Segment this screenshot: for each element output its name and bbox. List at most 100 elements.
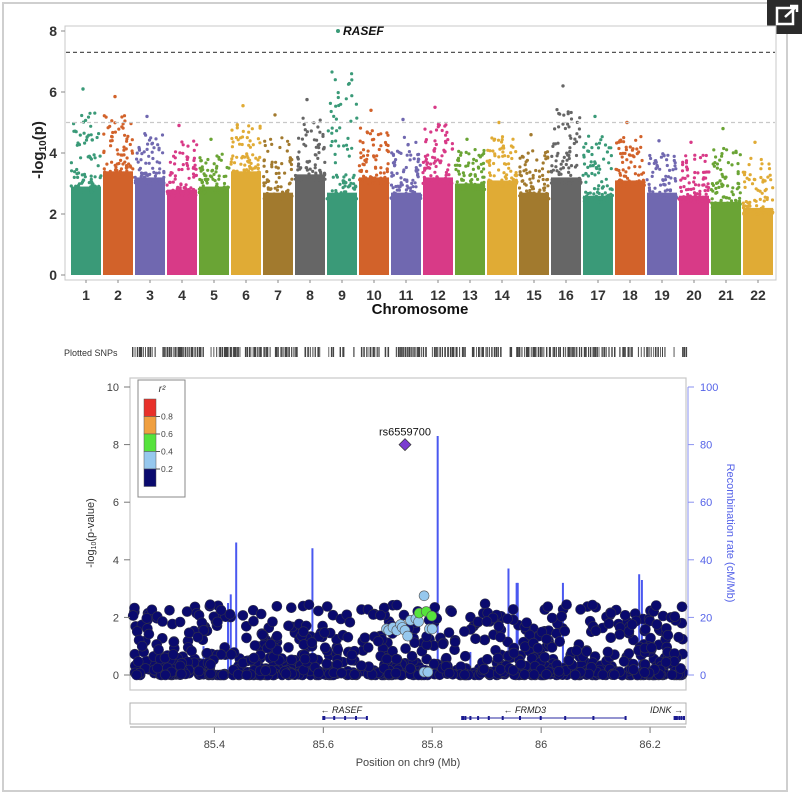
snp-point [333,152,337,156]
snp-point [348,197,352,201]
snp-rug-mark [363,347,365,357]
snp-point [518,194,522,198]
snp-point [114,175,118,179]
snp-point [582,199,587,203]
snp-point [183,627,195,639]
snp-rug-mark [575,347,577,357]
snp-point [574,140,579,144]
snp-point [427,178,432,182]
snp-point [648,153,652,158]
ld-snp-point [418,590,430,602]
snp-rug-mark [226,347,228,357]
snp-rug-mark [282,347,284,357]
snp-rug-mark [548,347,551,357]
snp-point [686,192,690,197]
snp-point [250,167,254,171]
snp-point [230,157,234,161]
snp-rug-mark [629,347,631,357]
snp-point [339,191,343,195]
snp-point [347,178,352,182]
gene-idnk[interactable]: IDNK → [650,705,685,720]
snp-point [541,633,552,645]
snp-rug-mark [541,347,543,357]
snp-point [177,193,181,197]
snp-point [507,166,511,170]
snp-point [619,152,623,156]
chromosome-3-points [133,114,166,275]
snp-point [313,163,317,167]
snp-point [768,173,772,177]
snp-point [594,166,598,170]
snp-rug-mark [248,347,250,357]
snp-point [89,190,94,194]
top-hit-point [336,29,340,33]
snp-point [627,166,631,170]
chromosome-2-dense-region [103,171,133,275]
snp-point [542,601,554,613]
snp-point [419,196,423,200]
snp-point [424,140,428,144]
snp-point [358,178,362,182]
snp-point [76,141,80,145]
snp-rug-mark [196,347,199,357]
snp-point [152,170,156,174]
snp-point [456,169,460,173]
snp-point [462,174,466,178]
snp-point [344,616,356,628]
snp-point [719,168,723,172]
chromosome-tick-label: 11 [399,287,414,303]
snp-point [546,170,551,174]
snp-point [701,183,705,187]
snp-point [168,173,172,177]
snp-point [528,170,532,174]
snp-rug-mark [455,347,457,357]
snp-point [347,154,351,158]
snp-point [345,147,350,151]
snp-point [565,158,569,162]
snp-point [361,154,366,158]
snp-point [230,128,234,132]
snp-point [526,191,531,195]
gene-rasef[interactable]: ← RASEF [321,705,368,720]
snp-point [359,151,363,155]
legend-swatch [143,398,157,417]
snp-point [434,128,439,132]
snp-point [602,646,614,658]
snp-rug-mark [624,347,626,357]
snp-point [559,167,563,171]
snp-point [168,180,172,184]
snp-rug-mark [562,347,565,357]
snp-point [595,199,599,203]
snp-point [286,188,290,192]
snp-point [402,135,406,139]
snp-point [386,181,390,185]
snp-point [545,177,550,182]
snp-rug-mark [219,347,222,357]
snp-point [271,197,275,201]
snp-point [725,201,730,205]
snp-rug-mark [664,347,666,357]
snp-point [434,164,438,169]
gene-frmd3[interactable]: ← FRMD3 [461,705,627,720]
snp-point [764,187,768,191]
snp-point [620,155,624,159]
snp-point [381,177,386,181]
snp-rug-mark [332,347,335,357]
snp-point [455,163,459,167]
snp-point [506,154,510,158]
snp-point [573,137,577,141]
snp-point [334,117,338,121]
snp-point [164,604,175,616]
manhattan-points [69,70,775,275]
snp-point [701,177,705,181]
index-snp-point [398,438,412,452]
snp-point [331,175,335,179]
snp-point [482,167,486,171]
snp-point [97,184,101,188]
snp-point [444,173,448,177]
snp-point [673,196,677,200]
snp-point [750,182,755,186]
snp-point [353,187,357,191]
snp-point [597,141,602,145]
snp-rug-mark [622,347,624,357]
